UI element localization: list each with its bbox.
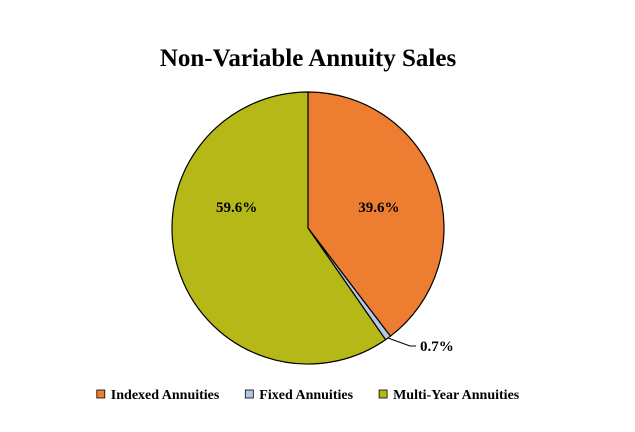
chart-title: Non-Variable Annuity Sales [160, 45, 457, 72]
legend-swatch [244, 389, 254, 399]
leader-line [387, 337, 416, 347]
slice-label-fixed-annuities: 0.7% [420, 339, 454, 355]
legend-swatch [96, 389, 106, 399]
legend-item: Indexed Annuities [96, 388, 220, 403]
legend-label: Fixed Annuities [259, 388, 353, 403]
legend-swatch [378, 389, 388, 399]
pie-slice-multi-year-annuities [171, 91, 387, 365]
slice-label-multi-year-annuities: 59.6% [216, 200, 257, 216]
legend: Indexed Annuities Fixed Annuities Multi-Ye… [96, 388, 520, 403]
legend-item: Fixed Annuities [244, 388, 354, 403]
pie-slices [171, 91, 445, 365]
legend-item: Multi-Year Annuities [378, 388, 520, 403]
slice-label-indexed-annuities: 39.6% [358, 200, 399, 216]
legend-label: Multi-Year Annuities [393, 388, 520, 403]
legend-label: Indexed Annuities [111, 388, 220, 403]
pie-slice-indexed-annuities [307, 91, 445, 338]
pie-labels: 39.6% 0.7% 59.6% [216, 200, 454, 355]
